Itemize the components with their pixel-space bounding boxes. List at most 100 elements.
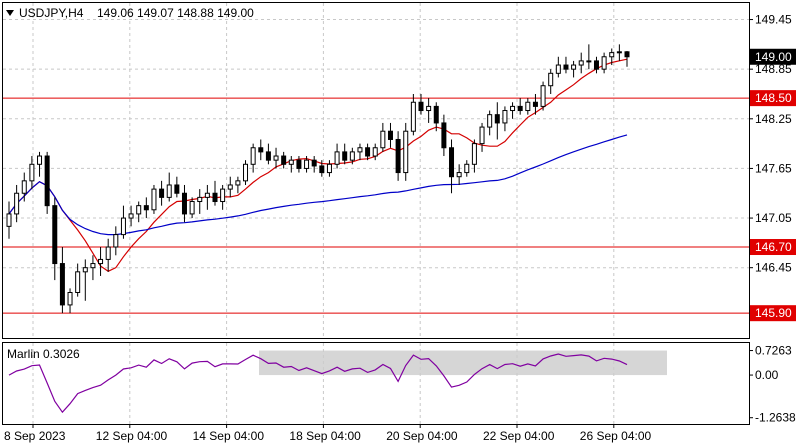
- time-tick-label: 26 Sep 04:00: [580, 429, 652, 443]
- candle-body: [159, 188, 165, 198]
- price-tick-label: 149.45: [755, 13, 792, 27]
- candle-body: [601, 56, 607, 70]
- indicator-label: Marlin 0.3026: [7, 347, 80, 361]
- candle-body: [143, 205, 149, 211]
- candle-body: [59, 263, 65, 306]
- indicator-tick-label: 0.7263: [755, 344, 792, 358]
- indicator-band: [259, 350, 667, 376]
- indicator-tick-label: 0.00: [755, 368, 779, 382]
- candle-body: [357, 147, 363, 153]
- candle-body: [120, 217, 126, 236]
- candle-body: [128, 213, 134, 219]
- time-tick-label: 14 Sep 04:00: [193, 429, 265, 443]
- triangle-down-icon[interactable]: [6, 10, 14, 16]
- candle-body: [410, 101, 416, 132]
- candle-body: [281, 155, 287, 165]
- candle-body: [151, 188, 157, 211]
- candle-body: [624, 51, 630, 58]
- candle-body: [212, 192, 218, 203]
- candle-body: [189, 201, 195, 215]
- candle-body: [311, 159, 317, 167]
- candle-body: [105, 246, 111, 260]
- candle-body: [593, 60, 599, 70]
- level-tag-label: 148.50: [755, 91, 792, 105]
- ohlc-label: 149.06 149.07 148.88 149.00: [97, 6, 254, 20]
- candle-body: [90, 263, 96, 269]
- candle-body: [426, 105, 432, 112]
- candle-body: [449, 147, 455, 178]
- time-tick-label: 8 Sep 2023: [4, 429, 66, 443]
- candle-body: [342, 151, 348, 161]
- candle-body: [75, 271, 81, 294]
- candle-body: [265, 151, 271, 161]
- candle-body: [464, 163, 470, 174]
- indicator-line-group: [8, 353, 628, 414]
- indicator-tick-label: -1.2638: [755, 411, 796, 425]
- candle-body: [571, 64, 577, 70]
- price-axis: 149.45 148.85 148.25 147.65 147.05 146.45: [749, 13, 792, 275]
- time-axis: 8 Sep 2023 12 Sep 04:00 14 Sep 04:00 18 Sep…: [4, 424, 652, 443]
- candle-body: [616, 51, 622, 54]
- candle-body: [334, 151, 340, 165]
- candle-body: [273, 155, 279, 161]
- candle-body: [380, 130, 386, 149]
- price-tag-bg: [750, 48, 796, 65]
- candle-body: [136, 205, 142, 215]
- indicator-axis: 0.7263 0.00 -1.2638: [749, 344, 796, 425]
- candle-body: [387, 130, 393, 140]
- level-tag-label: 145.90: [755, 306, 792, 320]
- level-tag-bg: [750, 305, 796, 322]
- candle-body: [21, 180, 27, 194]
- candle-body: [174, 184, 180, 194]
- current-price-tag: 149.00: [750, 48, 796, 65]
- candle-body: [433, 105, 439, 124]
- candle-body: [326, 163, 332, 174]
- candle-body: [113, 234, 119, 248]
- candle-body: [243, 163, 249, 182]
- candle-body: [14, 192, 20, 215]
- candle-body: [487, 114, 493, 128]
- main-grid: [3, 3, 749, 338]
- candle-body: [296, 159, 302, 169]
- candle-body: [98, 258, 104, 265]
- candle-body: [441, 122, 447, 149]
- candle-body: [555, 64, 561, 74]
- candle-body: [532, 101, 538, 107]
- candle-body: [197, 196, 203, 203]
- candle-body: [525, 101, 531, 112]
- time-tick-label: 12 Sep 04:00: [96, 429, 168, 443]
- candles: [6, 44, 630, 314]
- candle-body: [471, 143, 477, 165]
- candle-body: [395, 138, 401, 174]
- candle-body: [418, 101, 424, 112]
- candle-body: [365, 147, 371, 157]
- price-tick-label: 148.85: [755, 62, 792, 76]
- time-tick-label: 20 Sep 04:00: [386, 429, 458, 443]
- candle-body: [6, 213, 12, 227]
- candle-body: [540, 85, 546, 107]
- candle-body: [403, 130, 409, 174]
- candle-body: [29, 163, 35, 182]
- candle-body: [227, 184, 233, 190]
- candle-body: [250, 147, 256, 165]
- horizontal-levels: [3, 97, 749, 314]
- candle-body: [372, 147, 378, 157]
- candle-body: [258, 147, 264, 153]
- candle-body: [166, 184, 172, 198]
- candle-body: [609, 52, 615, 58]
- candle-body: [586, 60, 592, 63]
- main-pane-frame: [2, 2, 750, 339]
- time-tick-label: 18 Sep 04:00: [289, 429, 361, 443]
- candle-body: [349, 151, 355, 161]
- indicator-pane-frame: [2, 342, 750, 425]
- indicator-band-rect: [259, 350, 667, 376]
- candle-body: [44, 155, 50, 207]
- candle-body: [494, 114, 500, 124]
- moving-average-line: [8, 134, 628, 236]
- candle-body: [502, 110, 508, 124]
- candle-body: [220, 188, 226, 203]
- price-tick-label: 147.65: [755, 161, 792, 175]
- price-tick-label: 146.45: [755, 261, 792, 275]
- price-tick-label: 148.25: [755, 112, 792, 126]
